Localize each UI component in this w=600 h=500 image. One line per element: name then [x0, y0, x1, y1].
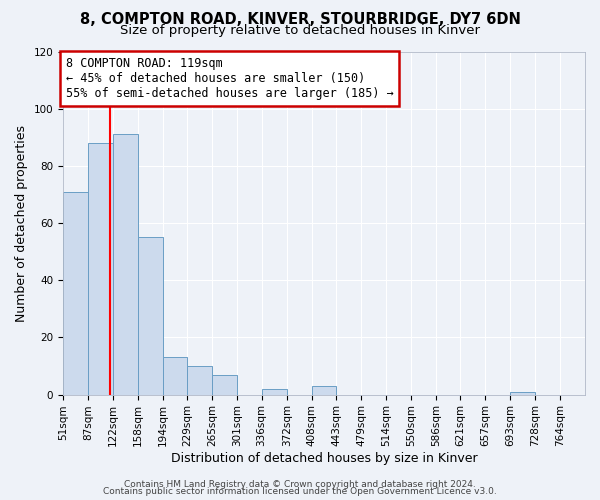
Bar	[63, 192, 88, 394]
Bar	[212, 374, 237, 394]
X-axis label: Distribution of detached houses by size in Kinver: Distribution of detached houses by size …	[171, 452, 478, 465]
Text: Contains public sector information licensed under the Open Government Licence v3: Contains public sector information licen…	[103, 487, 497, 496]
Bar	[88, 143, 113, 395]
Bar	[163, 358, 187, 395]
Bar	[187, 366, 212, 394]
Bar	[113, 134, 137, 394]
Text: Size of property relative to detached houses in Kinver: Size of property relative to detached ho…	[120, 24, 480, 37]
Text: 8 COMPTON ROAD: 119sqm
← 45% of detached houses are smaller (150)
55% of semi-de: 8 COMPTON ROAD: 119sqm ← 45% of detached…	[66, 57, 394, 100]
Y-axis label: Number of detached properties: Number of detached properties	[15, 124, 28, 322]
Bar	[262, 389, 287, 394]
Bar	[137, 238, 163, 394]
Text: 8, COMPTON ROAD, KINVER, STOURBRIDGE, DY7 6DN: 8, COMPTON ROAD, KINVER, STOURBRIDGE, DY…	[80, 12, 520, 28]
Text: Contains HM Land Registry data © Crown copyright and database right 2024.: Contains HM Land Registry data © Crown c…	[124, 480, 476, 489]
Bar	[511, 392, 535, 394]
Bar	[312, 386, 336, 394]
